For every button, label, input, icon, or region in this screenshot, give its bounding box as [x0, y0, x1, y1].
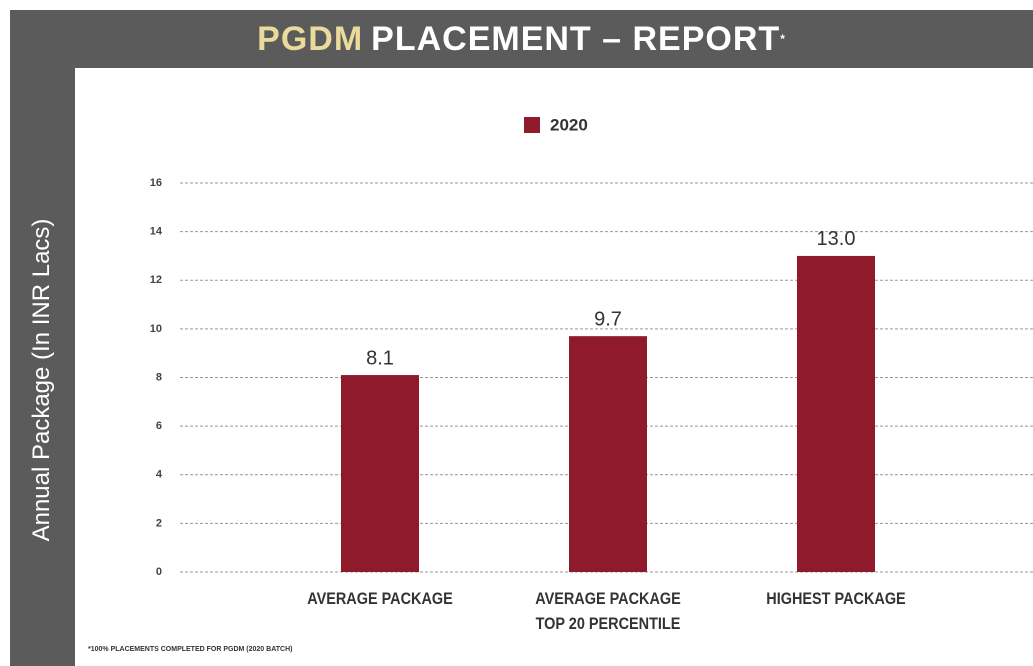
- title-highlight: PGDM: [257, 19, 364, 58]
- x-tick-label: AVERAGE PACKAGE: [307, 589, 453, 608]
- value-label: 9.7: [594, 308, 622, 330]
- legend-label: 2020: [550, 115, 588, 134]
- y-tick-label: 6: [156, 420, 162, 432]
- y-tick-label: 14: [150, 226, 163, 238]
- x-tick-label: HIGHEST PACKAGE: [766, 589, 906, 608]
- side-bar: [10, 68, 75, 666]
- bar: [341, 375, 419, 572]
- y-tick-label: 16: [150, 177, 162, 189]
- y-tick-label: 2: [156, 517, 162, 529]
- bar: [797, 255, 875, 572]
- y-tick-label: 10: [150, 323, 162, 335]
- y-tick-label: 8: [156, 371, 162, 383]
- x-tick-label: AVERAGE PACKAGE TOP 20 PERCENTILE: [535, 589, 681, 633]
- y-tick-label: 0: [156, 566, 162, 578]
- value-label: 8.1: [366, 347, 394, 369]
- y-tick-label: 4: [156, 469, 163, 481]
- y-tick-label: 12: [150, 274, 162, 286]
- footnote: *100% PLACEMENTS COMPLETED FOR PGDM (202…: [88, 646, 293, 653]
- title: PLACEMENT – REPORT: [371, 19, 781, 58]
- value-label: 13.0: [817, 228, 856, 250]
- bar: [569, 336, 647, 572]
- title-mark: *: [780, 32, 786, 46]
- title-bar: PGDM PLACEMENT – REPORT *: [10, 10, 1033, 68]
- legend-swatch: [524, 117, 540, 133]
